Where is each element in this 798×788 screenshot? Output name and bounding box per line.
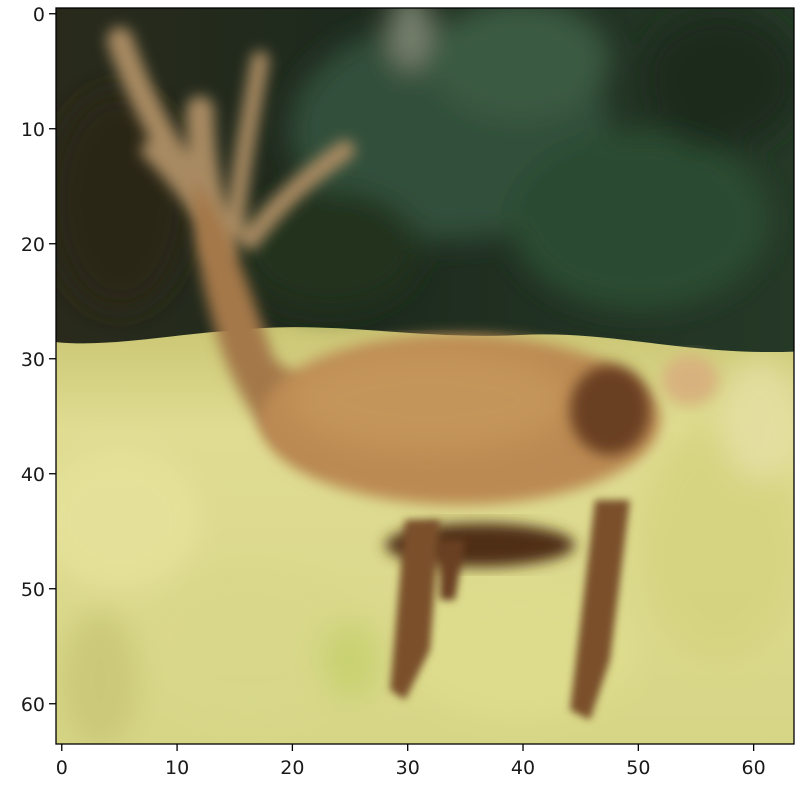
y-axis-ticks: 0 10 20 30 40 50 60 — [21, 4, 56, 716]
x-tick-label: 0 — [56, 757, 68, 779]
x-tick-label: 50 — [626, 757, 650, 779]
y-tick-label: 40 — [21, 464, 45, 486]
axes-frame — [55, 7, 795, 745]
y-tick-label: 50 — [21, 579, 45, 601]
x-axis-ticks: 0 10 20 30 40 50 60 — [56, 744, 766, 779]
x-tick-label: 30 — [396, 757, 420, 779]
y-tick-label: 60 — [21, 694, 45, 716]
y-tick-label: 20 — [21, 234, 45, 256]
y-tick-label: 0 — [33, 4, 45, 26]
deer-photo — [56, 8, 794, 744]
x-tick-label: 20 — [280, 757, 304, 779]
x-tick-label: 40 — [511, 757, 535, 779]
y-tick-label: 10 — [21, 119, 45, 141]
y-tick-label: 30 — [21, 349, 45, 371]
x-tick-label: 10 — [165, 757, 189, 779]
deer-figure — [107, 27, 718, 720]
x-tick-label: 60 — [742, 757, 766, 779]
